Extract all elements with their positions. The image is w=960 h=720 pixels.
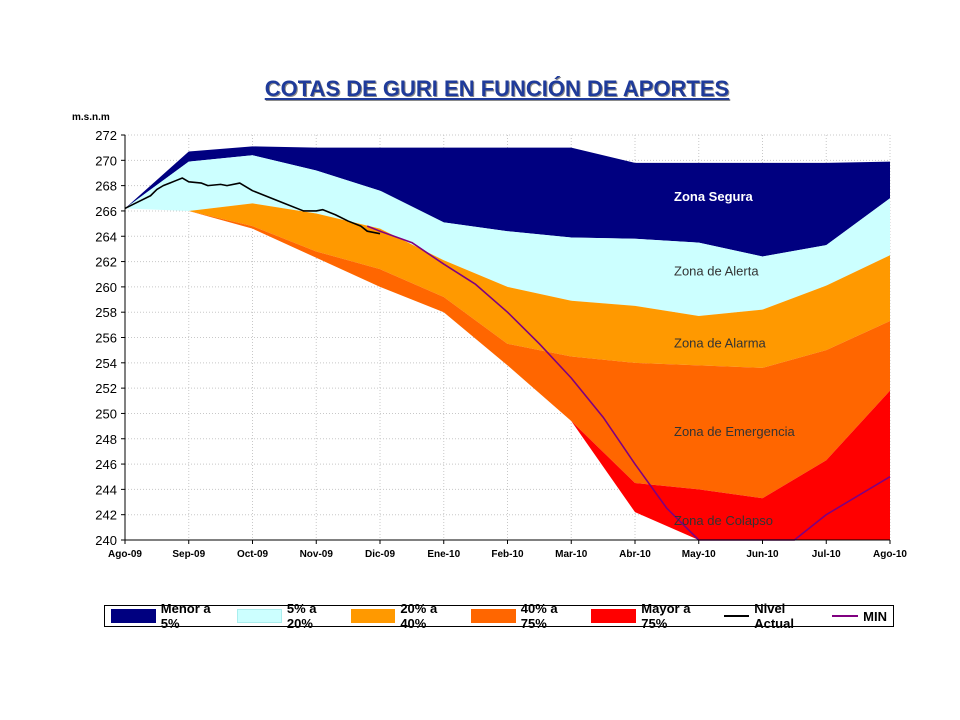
x-tick-label: Ene-10 <box>427 549 460 560</box>
legend-item: Menor a 5% <box>111 601 231 631</box>
legend-label: 5% a 20% <box>286 601 317 631</box>
legend-swatch <box>723 615 750 617</box>
band-2 <box>125 155 890 316</box>
legend-item: Nivel Actual <box>723 601 826 631</box>
y-tick-label: 266 <box>95 204 117 219</box>
y-tick-label: 264 <box>95 229 117 244</box>
legend-item: 40% a 75% <box>471 601 585 631</box>
zone-annotation: Zona de Emergencia <box>674 424 795 439</box>
x-tick-label: Sep-09 <box>172 549 205 560</box>
legend-swatch <box>591 609 637 623</box>
y-axis-label: m.s.n.m <box>72 112 110 123</box>
band-4 <box>125 208 890 499</box>
x-tick-label: Mar-10 <box>555 549 588 560</box>
zone-annotation: Zona Segura <box>674 189 754 204</box>
legend-swatch <box>471 609 516 623</box>
zone-annotation: Zona de Colapso <box>674 513 773 528</box>
y-tick-label: 258 <box>95 305 117 320</box>
zone-annotation: Zona de Alerta <box>674 263 759 278</box>
legend-swatch <box>237 609 282 623</box>
y-tick-label: 242 <box>95 508 117 523</box>
x-tick-label: Nov-09 <box>300 549 334 560</box>
chart-legend: Menor a 5% 5% a 20% 20% a 40% 40% a 75% Mayo… <box>104 601 894 631</box>
y-tick-label: 240 <box>95 533 117 548</box>
y-tick-label: 260 <box>95 280 117 295</box>
y-tick-label: 252 <box>95 381 117 396</box>
legend-label: 40% a 75% <box>520 601 558 631</box>
legend-item: 5% a 20% <box>237 601 344 631</box>
legend-label: Menor a 5% <box>160 601 211 631</box>
x-tick-label: Ago-09 <box>108 549 142 560</box>
legend-label: Nivel Actual <box>754 601 794 631</box>
x-tick-label: Feb-10 <box>491 549 524 560</box>
x-tick-label: Dic-09 <box>365 549 395 560</box>
x-tick-label: Jul-10 <box>812 549 841 560</box>
legend-item: 20% a 40% <box>350 601 465 631</box>
band-3 <box>125 203 890 368</box>
y-tick-label: 268 <box>95 179 117 194</box>
y-tick-label: 254 <box>95 356 117 371</box>
x-tick-label: Abr-10 <box>619 549 651 560</box>
legend-label: Mayor a 75% <box>641 601 691 631</box>
x-tick-label: May-10 <box>682 549 716 560</box>
legend-swatch <box>350 609 396 623</box>
y-tick-label: 250 <box>95 406 117 421</box>
series-nivel-actual <box>124 177 381 235</box>
legend-item: Mayor a 75% <box>591 601 717 631</box>
x-tick-label: Oct-09 <box>237 549 269 560</box>
chart-title: COTAS DE GURI EN FUNCIÓN DE APORTES <box>264 76 730 101</box>
x-tick-label: Jun-10 <box>746 549 779 560</box>
y-tick-label: 270 <box>95 153 117 168</box>
y-tick-label: 272 <box>95 128 117 143</box>
y-tick-label: 248 <box>95 432 117 447</box>
legend-swatch <box>111 609 156 623</box>
y-tick-label: 244 <box>95 482 117 497</box>
legend-label: 20% a 40% <box>400 601 438 631</box>
x-tick-label: Ago-10 <box>873 549 907 560</box>
legend-label: MIN <box>863 608 887 624</box>
y-tick-label: 256 <box>95 331 117 346</box>
band-5 <box>125 208 890 540</box>
band-1 <box>125 146 890 257</box>
y-tick-label: 246 <box>95 457 117 472</box>
legend-item: MIN <box>832 609 887 624</box>
zone-annotation: Zona de Alarma <box>674 336 767 351</box>
legend-swatch <box>832 615 859 617</box>
y-tick-label: 262 <box>95 255 117 270</box>
